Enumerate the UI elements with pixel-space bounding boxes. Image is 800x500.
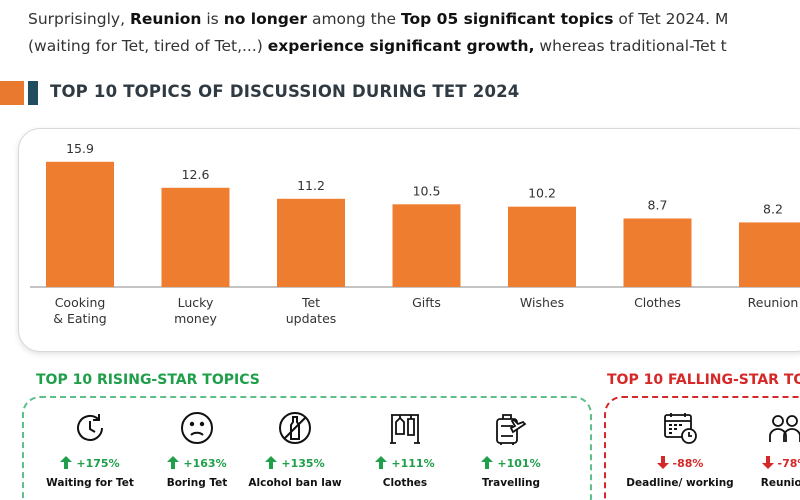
sad-face-icon: [181, 412, 213, 444]
intro-1-seg-5: Top 05 significant topics: [401, 10, 614, 28]
down-arrow-icon: [656, 456, 669, 469]
value-label-1: 15.9: [66, 141, 94, 156]
bar-chart: 15.9 Cooking & Eating 12.6 Lucky money 11.2 Tet…: [30, 141, 800, 326]
rising-topic-2-label: Boring Tet: [166, 477, 228, 489]
category-label-1: Cooking & Eating: [53, 295, 107, 326]
intro-1-seg-6: of Tet 2024. M: [613, 10, 729, 28]
rising-topic-1-change: +175%: [35, 456, 145, 470]
bar-1: [46, 161, 114, 287]
value-label-4: 10.5: [413, 183, 441, 198]
value-label-7: 8.2: [763, 201, 783, 216]
category-label-2: Lucky money: [174, 295, 217, 326]
falling-topic-1-pct: -88%: [672, 457, 704, 470]
falling-topic-2-label: Reunion: [760, 477, 800, 489]
section-title-accent: [0, 81, 24, 105]
up-arrow-icon: [481, 456, 494, 469]
rising-topic-5-pct: +101%: [497, 457, 541, 470]
bar-2: [161, 187, 230, 287]
luggage-plane-icon: [496, 414, 527, 445]
clock-back-icon: [77, 414, 103, 441]
rising-topic-3-pct: +135%: [281, 457, 325, 470]
bar-6: [623, 218, 692, 287]
intro-2-seg-1: experience significant growth,: [267, 37, 535, 55]
falling-topics-box: [604, 396, 800, 500]
category-label-6: Clothes: [634, 295, 681, 310]
falling-topics-title: TOP 10 FALLING-STAR TO: [607, 372, 800, 388]
falling-topic-1-label: Deadline/ working: [626, 477, 734, 489]
category-label-7: Reunion: [748, 295, 799, 310]
rising-topic-4-change: +111%: [350, 456, 460, 470]
rising-topic-2-change: +163%: [142, 456, 252, 470]
category-label-5: Wishes: [520, 295, 564, 310]
section-title-marker: [28, 81, 38, 105]
up-arrow-icon: [265, 456, 278, 469]
calendar-clock-icon: [664, 413, 697, 444]
bar-7: [739, 222, 800, 287]
bar-4: [392, 204, 461, 287]
intro-1-seg-1: Reunion: [129, 10, 202, 28]
intro-line-2: (waiting for Tet, tired of Tet,...) expe…: [28, 33, 800, 60]
rising-topics-box: [22, 396, 592, 500]
rising-topic-5-label: Travelling: [481, 477, 541, 489]
rising-topic-1-pct: +175%: [76, 457, 120, 470]
rising-topic-4: +111% Clothes: [350, 410, 460, 489]
intro-1-seg-2: is: [201, 10, 224, 28]
rising-topic-1: +175% Waiting for Tet: [35, 410, 145, 489]
rising-topic-2: +163% Boring Tet: [142, 410, 252, 489]
rising-topic-3: +135% Alcohol ban law: [240, 410, 350, 489]
category-label-3: Tet updates: [286, 295, 337, 326]
intro-1-seg-4: among the: [307, 10, 401, 28]
rising-topics-title: TOP 10 RISING-STAR TOPICS: [36, 372, 260, 388]
falling-topic-2-change: -78%: [730, 456, 800, 470]
value-label-2: 12.6: [182, 167, 210, 182]
rising-topic-3-label: Alcohol ban law: [248, 477, 342, 489]
rising-topic-3-change: +135%: [240, 456, 350, 470]
no-alcohol-icon: [279, 412, 311, 444]
up-arrow-icon: [60, 456, 73, 469]
down-arrow-icon: [761, 456, 774, 469]
family-icon: [769, 415, 800, 442]
falling-topic-2-pct: -78%: [777, 457, 800, 470]
up-arrow-icon: [375, 456, 388, 469]
falling-topic-2: -78% Reunion: [730, 410, 800, 489]
section-title: TOP 10 TOPICS OF DISCUSSION DURING TET 2…: [50, 82, 520, 101]
bar-3: [277, 198, 345, 287]
clothes-rack-icon: [390, 414, 420, 444]
falling-topic-1: -88% Deadline/ working: [625, 410, 735, 489]
rising-topic-4-label: Clothes: [382, 477, 428, 489]
falling-topic-1-change: -88%: [625, 456, 735, 470]
value-label-5: 10.2: [528, 186, 556, 201]
rising-topic-4-pct: +111%: [391, 457, 435, 470]
intro-1-seg-0: Surprisingly,: [28, 10, 130, 28]
up-arrow-icon: [167, 456, 180, 469]
value-label-6: 8.7: [648, 197, 668, 212]
rising-topic-1-label: Waiting for Tet: [46, 477, 134, 489]
category-label-4: Gifts: [412, 295, 441, 310]
value-label-3: 11.2: [297, 178, 325, 193]
intro-1-seg-3: no longer: [223, 10, 308, 28]
rising-topic-5-change: +101%: [456, 456, 566, 470]
rising-topic-2-pct: +163%: [183, 457, 227, 470]
bar-5: [508, 206, 576, 287]
rising-topic-5: +101% Travelling: [456, 410, 566, 489]
intro-text: Surprisingly, Reunion is no longer among…: [28, 6, 800, 60]
intro-2-seg-2: whereas traditional-Tet t: [534, 37, 727, 55]
intro-line-1: Surprisingly, Reunion is no longer among…: [28, 6, 800, 33]
intro-2-seg-0: (waiting for Tet, tired of Tet,...): [28, 37, 268, 55]
